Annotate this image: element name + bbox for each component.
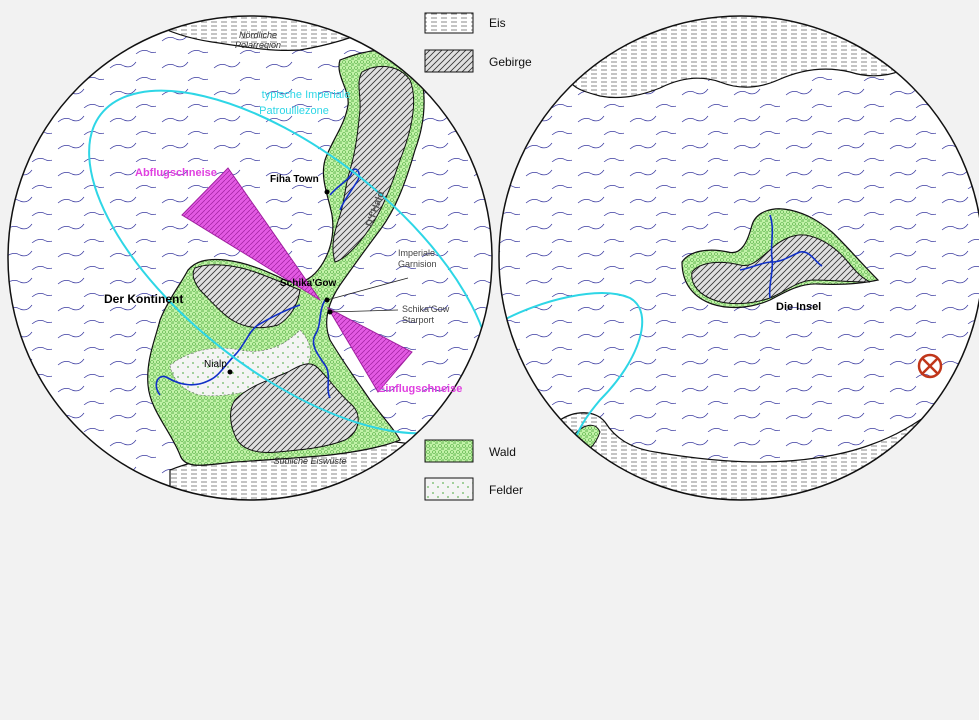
mountain-range-west bbox=[192, 264, 301, 329]
mountain-range-north bbox=[332, 65, 415, 263]
patrol-zone-label-1: typische Imperiale bbox=[262, 89, 351, 101]
left-hemisphere: Nördliche Polarregion typische Imperiale… bbox=[7, 15, 493, 501]
patrol-zone-label-2: Patrouillezone bbox=[259, 105, 329, 117]
approach-lane-label: Einflugschneise bbox=[378, 383, 462, 395]
north-polar-label-2: Polarregion bbox=[235, 40, 281, 50]
rivers-right bbox=[739, 214, 823, 299]
leader-lines bbox=[326, 277, 409, 313]
legend-item-forest: Wald bbox=[424, 439, 516, 463]
departure-lane bbox=[181, 167, 321, 301]
patrol-zone-right bbox=[499, 292, 644, 441]
legend-label-mountains: Gebirge bbox=[489, 55, 532, 69]
place-garrison-1: Imperiale bbox=[398, 248, 435, 258]
legend-item-fields: Felder bbox=[424, 477, 523, 501]
place-nialp: Nialp bbox=[204, 359, 227, 370]
island-mountains bbox=[691, 234, 871, 305]
place-starport-2: Starport bbox=[402, 315, 435, 325]
legend-label-forest: Wald bbox=[489, 445, 516, 459]
legend: Eis Gebirge Wald Felder bbox=[424, 12, 532, 501]
left-hemisphere-outline bbox=[7, 15, 493, 501]
right-hemisphere: Die Insel bbox=[498, 15, 979, 501]
legend-item-ice: Eis bbox=[424, 12, 506, 34]
legend-label-fields: Felder bbox=[489, 483, 523, 497]
continent-name: Der Kontinent bbox=[104, 292, 183, 306]
settlement-dots bbox=[227, 189, 333, 375]
island-name: Die Insel bbox=[776, 301, 821, 313]
place-fiha-town: Fiha Town bbox=[270, 174, 319, 185]
place-garrison-2: Garnision bbox=[398, 259, 437, 269]
place-starport-1: Schika'Gow bbox=[402, 304, 450, 314]
north-polar-label-1: Nördliche bbox=[239, 30, 277, 40]
legend-label-ice: Eis bbox=[489, 16, 506, 30]
south-ice-right bbox=[559, 412, 921, 500]
place-schika-gow: Schika'Gow bbox=[280, 278, 337, 289]
right-hemisphere-outline bbox=[498, 15, 979, 501]
south-ice-label: Südliche Eiswüste bbox=[273, 456, 346, 466]
approach-lane bbox=[326, 306, 413, 393]
legend-item-mountains: Gebirge bbox=[424, 49, 532, 73]
rivers-left bbox=[155, 168, 360, 399]
target-marker-icon[interactable] bbox=[917, 353, 943, 379]
departure-lane-label: Abflugschneise bbox=[135, 167, 217, 179]
mountain-range-south bbox=[230, 363, 359, 453]
